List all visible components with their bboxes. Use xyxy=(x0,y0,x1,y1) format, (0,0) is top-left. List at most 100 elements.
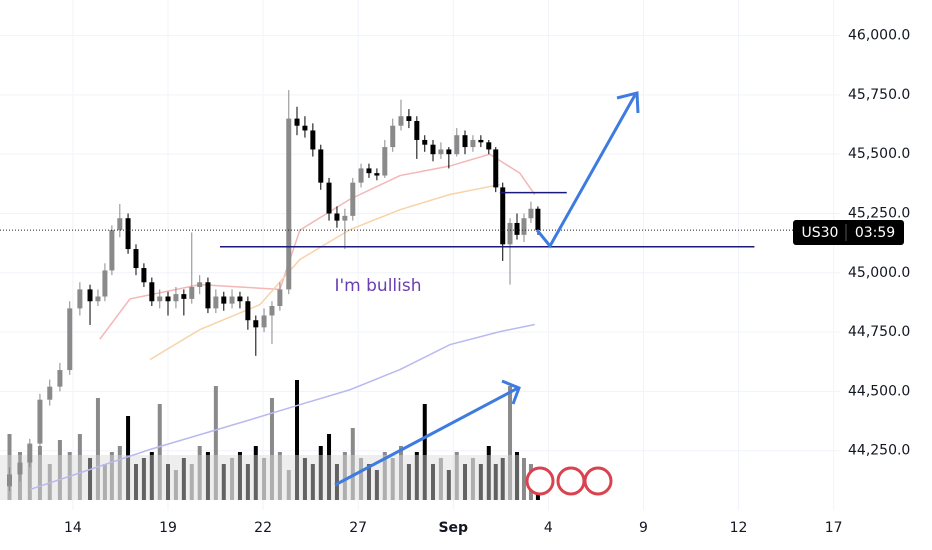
candle-body xyxy=(382,147,388,176)
volume-bar xyxy=(390,458,395,500)
volume-bar xyxy=(508,386,513,500)
symbol: US30 xyxy=(802,225,839,241)
volume-bar xyxy=(478,464,483,500)
candle-body xyxy=(514,222,520,235)
volume-bar xyxy=(181,458,186,500)
candle-body xyxy=(189,287,195,299)
candle-body xyxy=(294,118,300,126)
volume-bar xyxy=(463,464,468,500)
candle-body xyxy=(47,386,53,400)
candle-body xyxy=(310,130,316,150)
candle-body xyxy=(17,462,23,475)
volume-bar xyxy=(221,464,226,500)
volume-bar xyxy=(470,458,475,500)
volume-bar xyxy=(514,452,519,500)
volume-bar xyxy=(102,464,107,500)
candle-body xyxy=(117,218,123,231)
volume-bar xyxy=(318,446,323,500)
candle-body xyxy=(366,168,372,174)
volume-arrow xyxy=(334,386,519,487)
volume-bar xyxy=(230,458,235,500)
candle-body xyxy=(350,182,356,216)
volume-ma-band xyxy=(0,455,520,500)
volume-bar xyxy=(57,440,62,500)
candle-body xyxy=(500,187,506,245)
candle-body xyxy=(521,218,527,235)
volume-bar xyxy=(295,380,300,500)
y-tick-label: 44,250.0 xyxy=(848,443,910,459)
candle-body xyxy=(67,308,73,371)
candle-body xyxy=(87,289,93,302)
volume-bar xyxy=(126,416,131,500)
candle-body xyxy=(358,168,364,183)
candle-body xyxy=(286,118,292,290)
x-tick-label: 12 xyxy=(730,520,748,536)
price-tag: US30 03:59 xyxy=(793,220,904,245)
volume-bar xyxy=(366,464,371,500)
candle-body xyxy=(438,149,444,155)
candle-body xyxy=(253,320,259,328)
volume-bar xyxy=(117,446,122,500)
x-tick-label: 9 xyxy=(639,520,648,536)
volume-bar xyxy=(197,446,202,500)
volume-bar xyxy=(406,464,411,500)
volume-bar xyxy=(109,452,114,500)
volume-bar xyxy=(149,452,154,500)
volume-bar xyxy=(334,464,339,500)
moving-average xyxy=(29,323,535,491)
volume-bar xyxy=(414,452,419,500)
event-icons xyxy=(525,466,613,496)
candle-body xyxy=(446,149,452,155)
candle-body xyxy=(141,268,147,283)
candle-body xyxy=(302,125,308,131)
moving-average xyxy=(99,153,536,340)
event-flag[interactable] xyxy=(583,466,613,496)
grid xyxy=(0,0,840,510)
candle-body xyxy=(197,282,203,288)
volume-bar xyxy=(430,464,435,500)
event-flag[interactable] xyxy=(525,466,555,496)
arrow-head xyxy=(501,379,521,405)
volume-bar xyxy=(27,458,32,500)
candle-body xyxy=(535,208,541,231)
moving-average xyxy=(149,183,501,361)
volume-bar xyxy=(310,464,315,500)
candle-body xyxy=(318,149,324,183)
y-tick-label: 45,500.0 xyxy=(848,146,910,162)
volume-bar xyxy=(493,464,498,500)
volume-bar xyxy=(237,452,242,500)
volume-bar xyxy=(37,446,42,500)
candle-body xyxy=(165,296,171,302)
candle-body xyxy=(221,296,227,304)
y-tick-label: 46,000.0 xyxy=(848,28,910,44)
price-tag-box xyxy=(793,220,904,245)
candle-body xyxy=(229,296,235,304)
candle-body xyxy=(7,474,13,487)
candle-body xyxy=(57,370,63,387)
candle-body xyxy=(37,399,43,444)
x-tick-label: 4 xyxy=(544,520,553,536)
volume-bar xyxy=(157,404,162,500)
candle-body xyxy=(245,301,251,321)
axes: 44,250.0 44,500.0 44,750.0 45,000.0 45,250.0… xyxy=(64,28,910,536)
volume-bar xyxy=(500,458,505,500)
volume-bar xyxy=(88,458,93,500)
candle-body xyxy=(406,116,412,121)
volume-bar xyxy=(398,446,403,500)
volume-bar xyxy=(446,470,451,500)
volume-bar xyxy=(486,446,491,500)
volume-bar xyxy=(359,458,364,500)
event-flag[interactable] xyxy=(556,466,586,496)
candle-body xyxy=(205,282,211,309)
candle-body xyxy=(269,306,275,316)
candle-body xyxy=(173,294,179,302)
volume-bar xyxy=(382,452,387,500)
candles xyxy=(7,90,541,492)
projection-arrow xyxy=(535,94,637,249)
y-tick-label: 44,750.0 xyxy=(848,324,910,340)
volume-bar xyxy=(454,452,459,500)
volume-bar xyxy=(286,470,291,500)
candle-body xyxy=(181,294,187,299)
volume-bar xyxy=(438,458,443,500)
volume-bar xyxy=(213,386,218,500)
